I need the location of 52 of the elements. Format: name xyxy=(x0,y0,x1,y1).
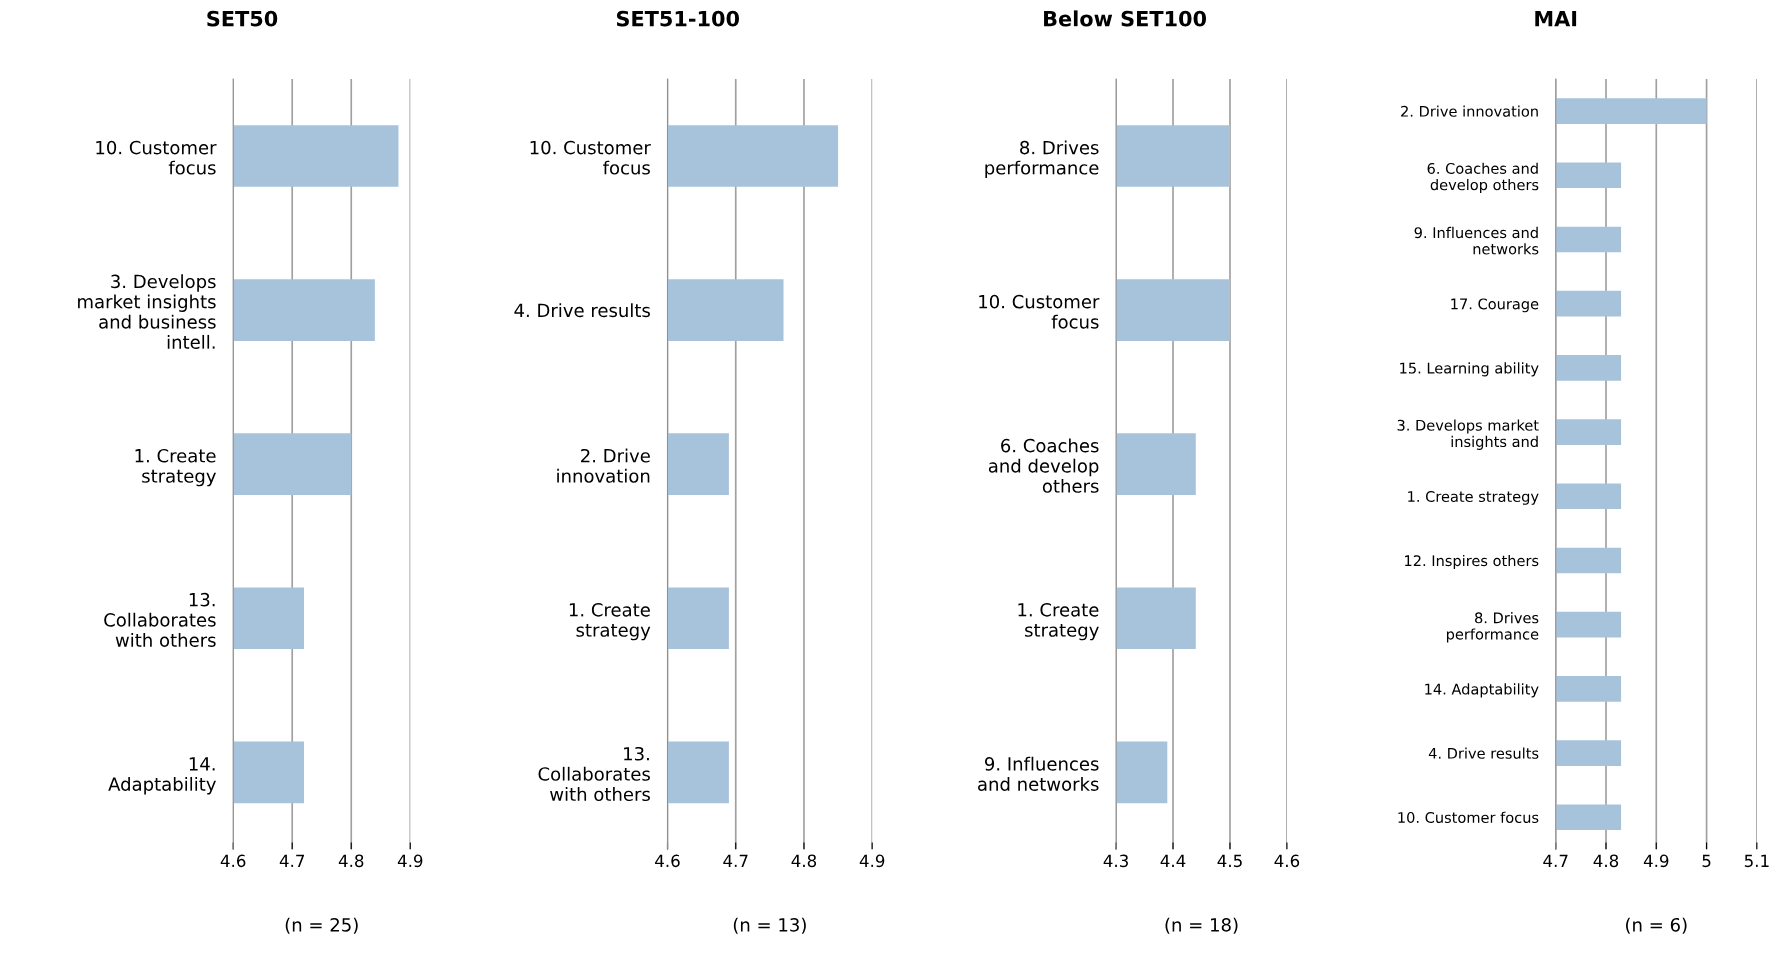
x-tick-label: 4.7 xyxy=(279,854,305,867)
y-tick-label: 15. Learning ability xyxy=(1400,362,1539,377)
y-tick-label: 14. Adaptability xyxy=(1425,683,1539,698)
y-tick-label: 2. Drive innovation xyxy=(557,448,650,483)
y-tick-label: 6. Coaches and develop others xyxy=(988,438,1099,493)
x-tick-label: 4.7 xyxy=(723,854,748,867)
y-tick-label: 3. Develops market insights and business intell. xyxy=(78,274,216,349)
x-tick-label: 4.9 xyxy=(1643,854,1669,868)
chart-title: SET51-100 xyxy=(616,10,740,27)
y-tick-label: 8. Drives performance xyxy=(985,140,1099,179)
y-tick-label: 6. Coaches and develop others xyxy=(1427,162,1539,194)
chart-title: SET50 xyxy=(207,10,278,27)
text: (n = 25) xyxy=(285,917,358,934)
y-tick-label: 10. Customer focus xyxy=(96,140,217,175)
y-tick-label: 8. Drives performance xyxy=(1446,612,1539,643)
y-tick-label: 4. Drive results xyxy=(514,303,650,318)
y-tick-label: 13. Collaborates with others xyxy=(538,746,650,802)
x-tick-label: 4.4 xyxy=(1160,854,1186,867)
x-tick-label: 4.6 xyxy=(220,854,246,868)
x-tick-label: 4.8 xyxy=(791,854,817,868)
y-tick-label: 10. Customer focus xyxy=(530,140,651,175)
chart-title: MAI xyxy=(1535,11,1577,27)
x-tick-label: 5.1 xyxy=(1744,854,1769,868)
y-tick-label: 10. Customer focus xyxy=(1398,811,1539,824)
y-tick-label: 1. Create strategy xyxy=(569,602,651,641)
x-tick-label: 4.7 xyxy=(1543,854,1568,867)
y-tick-label: 14. Adaptability xyxy=(108,757,216,795)
y-tick-label: 13. Collaborates with others xyxy=(104,592,216,647)
x-tick-label: 5 xyxy=(1702,854,1711,868)
y-tick-label: 3. Develops market insights and xyxy=(1397,419,1539,450)
y-tick-label: 4. Drive results xyxy=(1428,747,1539,759)
x-tick-label: 4.5 xyxy=(1217,854,1242,868)
y-tick-label: 9. Influences and networks xyxy=(1414,226,1539,255)
y-tick-label: 1. Create strategy xyxy=(1408,490,1539,505)
text: (n = 6) xyxy=(1626,917,1687,934)
y-tick-label: 1. Create strategy xyxy=(1018,602,1099,641)
chart-title: Below SET100 xyxy=(1044,10,1207,27)
x-tick-label: 4.8 xyxy=(338,854,364,868)
y-tick-label: 2. Drive innovation xyxy=(1401,105,1538,117)
y-tick-label: 10. Customer focus xyxy=(979,294,1100,329)
x-tick-label: 4.6 xyxy=(655,854,680,868)
x-tick-label: 4.9 xyxy=(397,854,423,868)
x-tick-label: 4.3 xyxy=(1103,854,1128,868)
x-tick-label: 4.9 xyxy=(859,854,885,868)
y-tick-label: 17. Courage xyxy=(1451,298,1539,313)
y-tick-label: 9. Influences and networks xyxy=(978,756,1099,791)
text: (n = 13) xyxy=(733,917,806,934)
x-tick-label: 4.8 xyxy=(1593,854,1619,868)
text: (n = 18) xyxy=(1165,917,1238,934)
y-tick-label: 1. Create strategy xyxy=(135,448,216,487)
x-tick-label: 4.6 xyxy=(1274,854,1300,868)
y-tick-label: 12. Inspires others xyxy=(1405,554,1539,570)
